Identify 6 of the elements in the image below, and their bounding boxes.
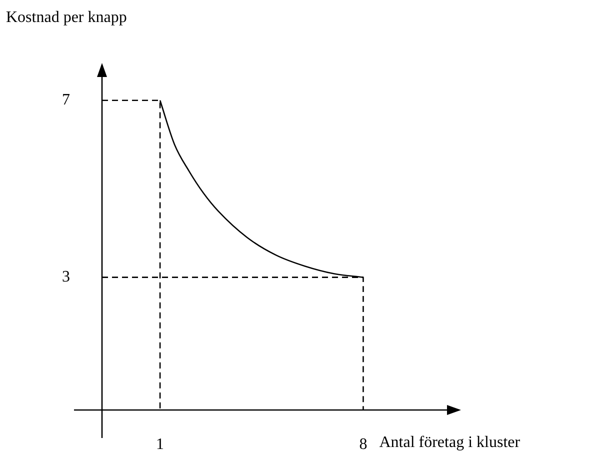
y-tick-label: 3 [62,268,70,286]
x-axis-title: Antal företag i kluster [379,434,521,452]
y-tick-label: 7 [62,92,70,109]
x-tick-label: 8 [359,436,368,453]
x-tick-label: 1 [156,436,164,453]
y-axis-title: Kostnad per knapp [6,9,127,26]
